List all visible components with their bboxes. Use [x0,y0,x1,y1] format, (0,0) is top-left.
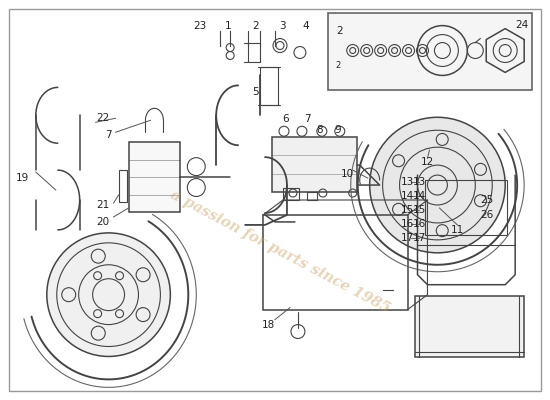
Text: 14: 14 [401,191,414,201]
Bar [415,296,524,358]
Text: 25: 25 [481,195,494,205]
Bar [129,142,180,212]
Text: 4: 4 [302,21,309,31]
Text: 17: 17 [412,233,426,243]
Text: 9: 9 [334,125,341,135]
Circle shape [47,233,170,356]
Bar [283,188,299,200]
Text: 20: 20 [96,217,109,227]
Text: 24: 24 [515,20,529,30]
Bar [260,68,278,105]
Text: 6: 6 [283,114,289,124]
Text: a passion for parts since 1985: a passion for parts since 1985 [168,188,392,316]
Text: 8: 8 [317,125,323,135]
Text: 2: 2 [252,21,258,31]
Text: 15: 15 [401,205,414,215]
Bar [263,215,408,310]
Text: 13: 13 [401,177,414,187]
Text: 17: 17 [401,233,414,243]
Text: 15: 15 [412,205,426,215]
Text: 22: 22 [96,113,109,123]
Bar [307,192,317,200]
Text: 7: 7 [305,114,311,124]
Bar [119,170,126,202]
Bar [272,137,357,192]
Text: 18: 18 [261,320,274,330]
Text: 3: 3 [279,21,285,31]
Text: 1: 1 [225,21,232,31]
Text: 26: 26 [481,210,494,220]
Text: 23: 23 [194,21,207,31]
Text: 12: 12 [421,157,434,167]
Text: 5: 5 [252,87,258,97]
Text: 21: 21 [96,200,109,210]
Text: 7: 7 [105,130,112,140]
Bar [328,13,532,90]
Bar [426,180,507,235]
Text: 2: 2 [336,62,341,70]
Text: 11: 11 [451,225,464,235]
Text: 16: 16 [401,219,414,229]
Text: 10: 10 [341,169,354,179]
Text: 13: 13 [412,177,426,187]
Text: 14: 14 [412,191,426,201]
Circle shape [370,117,505,253]
Text: 16: 16 [412,219,426,229]
Text: 2: 2 [336,26,343,36]
Text: 19: 19 [16,173,30,183]
